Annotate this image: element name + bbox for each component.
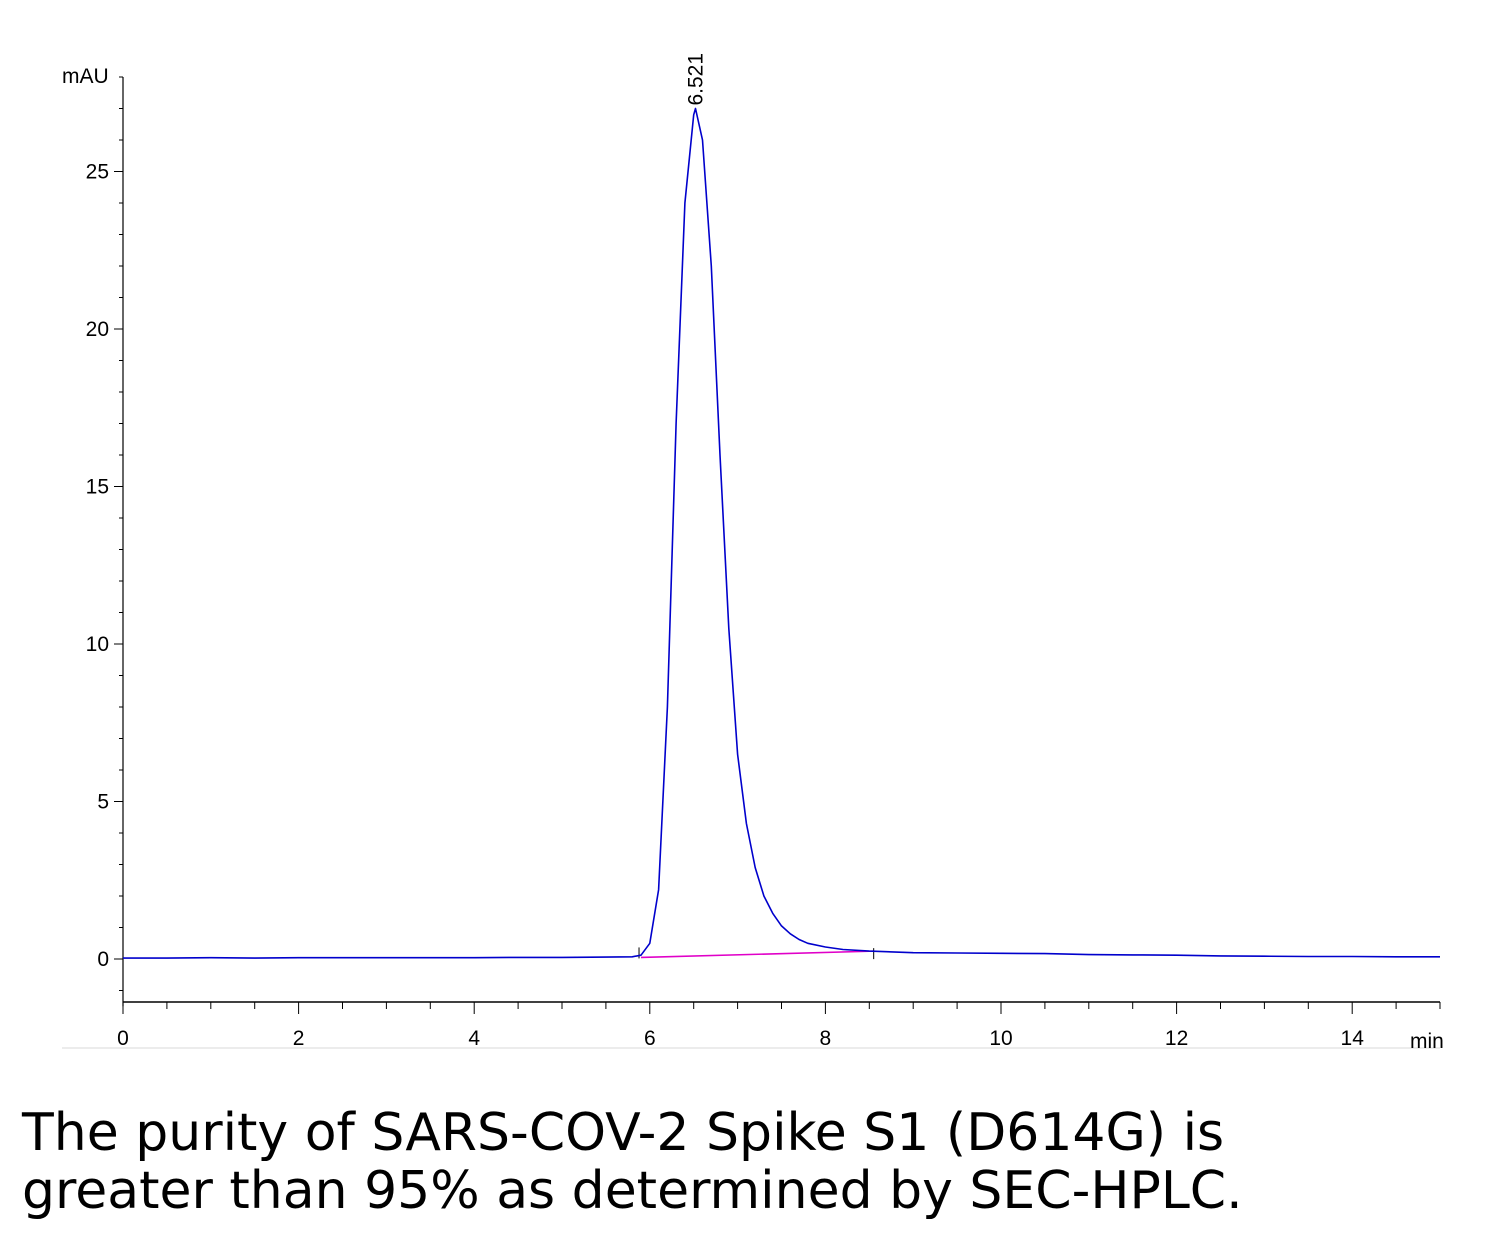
chromatogram-trace [123, 107, 1440, 959]
y-tick-label: 5 [97, 791, 109, 814]
y-tick-label: 0 [97, 948, 109, 971]
caption-line-2: greater than 95% as determined by SEC-HP… [22, 1161, 1243, 1221]
y-axis: 0 5 10 15 20 25 [86, 76, 124, 1007]
x-tick-label: 6 [644, 1027, 656, 1050]
x-axis-title: min [1410, 1030, 1444, 1053]
x-axis: 0 2 4 6 8 10 12 14 [62, 1001, 1441, 1050]
y-axis-title: mAU [62, 65, 109, 88]
x-tick-label: 2 [293, 1027, 305, 1050]
caption-line-1: The purity of SARS-COV-2 Spike S1 (D614G… [22, 1103, 1225, 1163]
plot-area: 6.521 [123, 53, 1440, 960]
chromatogram-chart: 0 5 10 15 20 25 0 2 4 6 8 10 12 14 mAU min 6.521 [62, 53, 1444, 1053]
x-tick-label: 10 [989, 1027, 1012, 1050]
x-tick-label: 4 [468, 1027, 480, 1050]
y-tick-label: 20 [86, 318, 109, 341]
x-tick-label: 0 [117, 1027, 129, 1050]
x-tick-label: 12 [1165, 1027, 1188, 1050]
integration-baseline [640, 950, 874, 959]
y-tick-label: 10 [86, 633, 109, 656]
y-tick-label: 15 [86, 476, 109, 499]
peak-label: 6.521 [685, 53, 708, 106]
y-tick-label: 25 [86, 161, 109, 184]
x-tick-label: 8 [820, 1027, 832, 1050]
x-tick-label: 14 [1341, 1027, 1365, 1050]
figure-caption: The purity of SARS-COV-2 Spike S1 (D614G… [22, 1104, 1482, 1220]
